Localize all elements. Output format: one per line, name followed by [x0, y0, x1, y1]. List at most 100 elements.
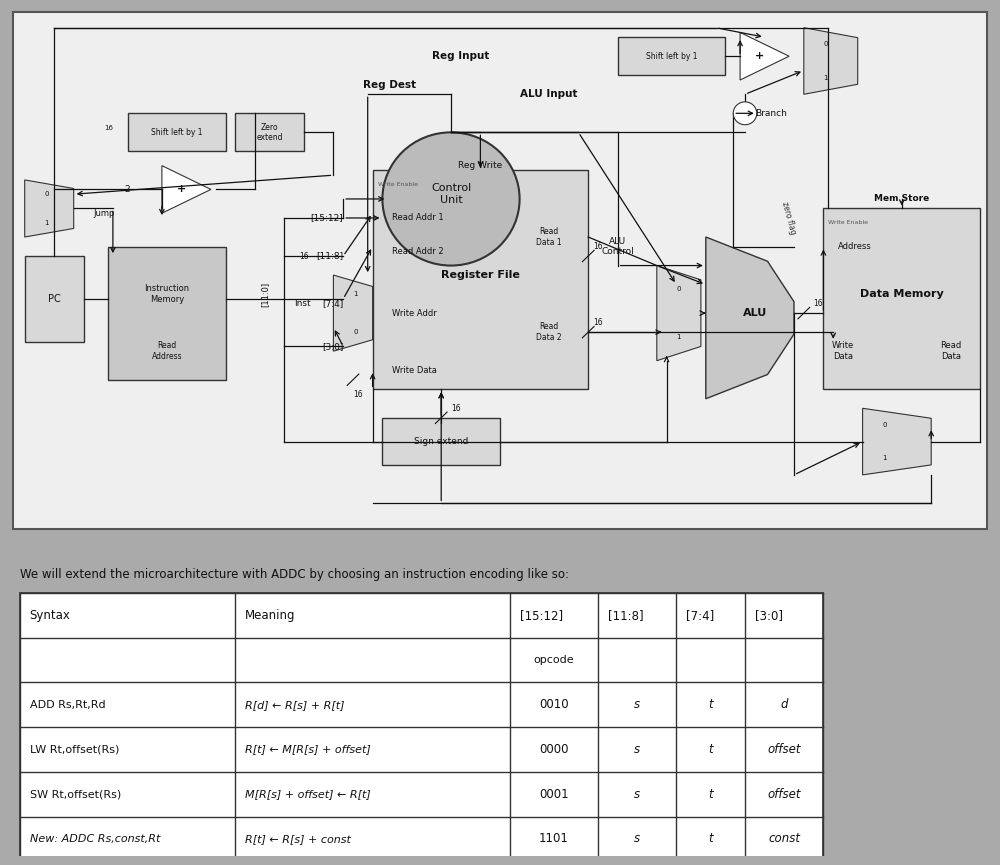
- Text: 0: 0: [823, 42, 828, 48]
- Text: +: +: [755, 51, 764, 61]
- Circle shape: [382, 132, 520, 266]
- Polygon shape: [706, 237, 794, 399]
- Text: Control
Unit: Control Unit: [431, 183, 471, 205]
- Bar: [823, 208, 980, 389]
- Text: SW Rt,offset(Rs): SW Rt,offset(Rs): [30, 789, 121, 799]
- Bar: [373, 170, 588, 389]
- Text: [3:0]: [3:0]: [322, 342, 343, 351]
- Text: Read Addr 2: Read Addr 2: [392, 247, 444, 256]
- Text: Reg Write: Reg Write: [458, 161, 503, 170]
- Text: New: ADDC Rs,const,Rt: New: ADDC Rs,const,Rt: [30, 834, 160, 844]
- Text: Write Enable: Write Enable: [828, 221, 868, 225]
- Bar: [235, 113, 304, 151]
- Text: PC: PC: [48, 294, 60, 304]
- Text: Reg Input: Reg Input: [432, 51, 489, 61]
- Text: Instruction
Memory: Instruction Memory: [144, 285, 189, 304]
- Bar: [128, 113, 226, 151]
- Text: [11:8]: [11:8]: [608, 609, 643, 622]
- Text: [11:0]: [11:0]: [260, 281, 269, 307]
- Text: +: +: [177, 184, 186, 195]
- Text: R[t] ← M[R[s] + offset]: R[t] ← M[R[s] + offset]: [245, 745, 371, 754]
- Bar: [20, 593, 823, 862]
- Text: Inst: Inst: [294, 299, 311, 308]
- Text: 16: 16: [814, 299, 823, 308]
- Text: ALU: ALU: [743, 308, 767, 318]
- Text: M[R[s] + offset] ← R[t]: M[R[s] + offset] ← R[t]: [245, 789, 371, 799]
- Text: s: s: [634, 698, 640, 711]
- Text: Syntax: Syntax: [30, 609, 70, 622]
- Polygon shape: [333, 275, 373, 351]
- Text: Read
Data 1: Read Data 1: [536, 227, 562, 247]
- Text: t: t: [708, 698, 713, 711]
- Text: 0000: 0000: [539, 743, 569, 756]
- Text: 1101: 1101: [539, 832, 569, 845]
- Text: Reg Dest: Reg Dest: [363, 80, 416, 90]
- Bar: [108, 247, 226, 380]
- Text: [3:0]: [3:0]: [755, 609, 783, 622]
- Text: ALU Input: ALU Input: [520, 89, 578, 99]
- Text: Read Addr 1: Read Addr 1: [392, 214, 444, 222]
- Polygon shape: [25, 180, 74, 237]
- Text: Read
Data 2: Read Data 2: [536, 323, 562, 342]
- Text: 16: 16: [299, 252, 309, 260]
- Text: 0: 0: [882, 422, 887, 428]
- Text: R[d] ← R[s] + R[t]: R[d] ← R[s] + R[t]: [245, 700, 345, 709]
- Text: 16: 16: [104, 125, 113, 131]
- Text: const: const: [768, 832, 800, 845]
- Text: R[t] ← R[s] + const: R[t] ← R[s] + const: [245, 834, 351, 844]
- Text: Write Addr: Write Addr: [392, 309, 437, 317]
- Text: offset: offset: [767, 743, 801, 756]
- Text: 16: 16: [451, 404, 461, 413]
- Text: [11:8]: [11:8]: [316, 252, 343, 260]
- Text: offset: offset: [767, 788, 801, 801]
- Text: LW Rt,offset(Rs): LW Rt,offset(Rs): [30, 745, 119, 754]
- Text: 0: 0: [44, 191, 49, 197]
- Polygon shape: [740, 32, 789, 80]
- Text: Shift left by 1: Shift left by 1: [646, 52, 697, 61]
- Text: Zero
extend: Zero extend: [256, 123, 283, 142]
- Text: 0: 0: [353, 330, 358, 335]
- Text: Register File: Register File: [441, 270, 520, 280]
- Text: s: s: [634, 743, 640, 756]
- Text: Shift left by 1: Shift left by 1: [151, 128, 202, 137]
- Text: Write
Data: Write Data: [832, 342, 854, 361]
- Text: t: t: [708, 832, 713, 845]
- Text: t: t: [708, 788, 713, 801]
- Text: Read
Address: Read Address: [151, 342, 182, 361]
- Text: 1: 1: [882, 455, 887, 461]
- Circle shape: [733, 102, 757, 125]
- Polygon shape: [863, 408, 931, 475]
- Text: ALU
Control: ALU Control: [601, 237, 634, 256]
- Polygon shape: [657, 266, 701, 361]
- Polygon shape: [162, 165, 211, 213]
- Text: s: s: [634, 832, 640, 845]
- Text: opcode: opcode: [534, 655, 574, 665]
- Text: zero flag: zero flag: [780, 201, 798, 235]
- Text: Read
Data: Read Data: [940, 342, 961, 361]
- Text: 2: 2: [125, 185, 130, 194]
- Text: [15:12]: [15:12]: [310, 214, 343, 222]
- Text: We will extend the microarchitecture with ADDC by choosing an instruction encodi: We will extend the microarchitecture wit…: [20, 567, 569, 581]
- Text: t: t: [708, 743, 713, 756]
- Text: Jump: Jump: [93, 208, 115, 218]
- Text: 16: 16: [593, 318, 603, 327]
- Text: 1: 1: [44, 220, 49, 226]
- Text: ADD Rs,Rt,Rd: ADD Rs,Rt,Rd: [30, 700, 105, 709]
- Text: Data Memory: Data Memory: [860, 289, 944, 299]
- Text: 1: 1: [823, 74, 828, 80]
- Text: [7:4]: [7:4]: [322, 299, 343, 308]
- Text: 1: 1: [676, 334, 681, 340]
- Text: Write Data: Write Data: [392, 366, 437, 375]
- Text: Write Enable: Write Enable: [378, 183, 418, 187]
- Text: d: d: [780, 698, 788, 711]
- Text: Sign extend: Sign extend: [414, 437, 468, 446]
- Text: [15:12]: [15:12]: [520, 609, 563, 622]
- Text: 0001: 0001: [539, 788, 569, 801]
- Polygon shape: [804, 28, 858, 94]
- Text: [7:4]: [7:4]: [686, 609, 714, 622]
- Text: 0: 0: [676, 286, 681, 292]
- Bar: [25, 256, 84, 342]
- Text: 0010: 0010: [539, 698, 569, 711]
- Text: Mem Store: Mem Store: [874, 195, 929, 203]
- Text: Address: Address: [838, 242, 872, 251]
